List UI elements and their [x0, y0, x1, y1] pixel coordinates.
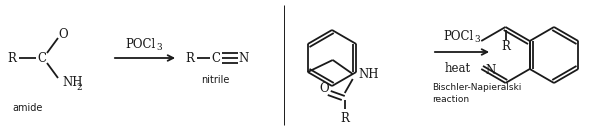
Text: 2: 2 [76, 83, 82, 93]
Text: heat: heat [445, 61, 471, 74]
Text: R: R [340, 112, 349, 125]
Text: 3: 3 [474, 34, 480, 44]
Text: C: C [212, 51, 221, 64]
Text: amide: amide [13, 103, 43, 113]
Text: 3: 3 [156, 43, 162, 51]
Text: R: R [501, 41, 510, 54]
Text: Bischler-Napieralski: Bischler-Napieralski [432, 83, 521, 93]
Text: R: R [8, 51, 16, 64]
Text: NH: NH [62, 76, 83, 89]
Text: POCl: POCl [125, 37, 155, 50]
Text: N: N [239, 51, 249, 64]
Text: O: O [319, 82, 329, 95]
Text: C: C [37, 51, 47, 64]
Text: POCl: POCl [443, 30, 473, 43]
Text: R: R [185, 51, 194, 64]
Text: reaction: reaction [432, 96, 469, 105]
Text: nitrile: nitrile [201, 75, 229, 85]
Text: N: N [485, 64, 496, 77]
Text: NH: NH [359, 67, 379, 80]
Text: O: O [58, 28, 68, 41]
